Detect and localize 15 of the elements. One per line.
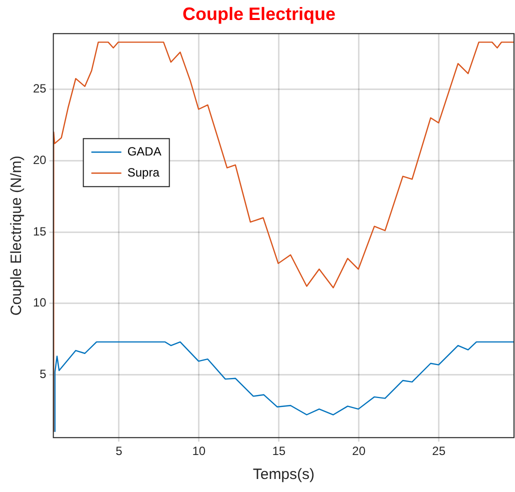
x-tick-label: 15 [272, 444, 286, 458]
x-tick-label: 10 [192, 444, 206, 458]
x-tick-label: 25 [432, 444, 446, 458]
y-tick-label: 15 [32, 224, 47, 238]
y-tick-label: 20 [32, 152, 47, 167]
y-tick-label: 5 [40, 367, 47, 382]
y-axis-title: Couple Electrique (N/m) [8, 156, 26, 316]
y-tick-label: 10 [32, 296, 47, 310]
legend-label: Supra [127, 165, 160, 180]
legend-label: GADA [127, 144, 162, 158]
x-tick-label: 5 [116, 444, 123, 458]
chart-title: Couple Electrique [182, 4, 336, 24]
x-tick-label: 20 [352, 444, 366, 458]
y-tick-label: 25 [32, 82, 47, 96]
x-axis-title: Temps(s) [252, 466, 315, 484]
